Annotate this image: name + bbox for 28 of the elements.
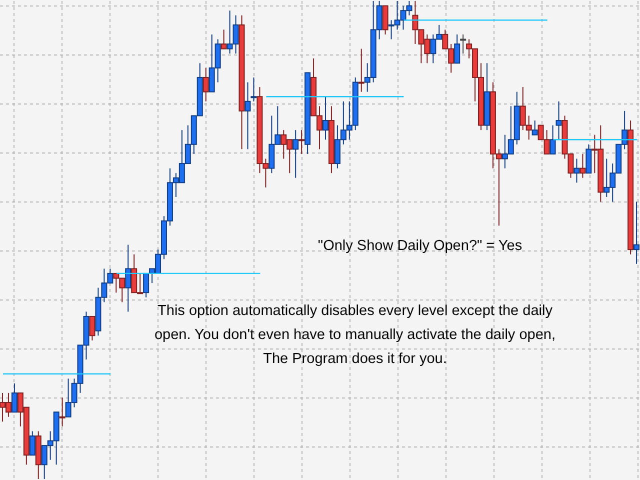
candlestick <box>532 120 538 136</box>
candlestick <box>460 34 466 54</box>
candlestick <box>220 29 227 50</box>
candlestick <box>292 130 299 178</box>
candlestick <box>586 144 592 174</box>
annotation: This option automatically disables every level except the daily <box>158 303 552 319</box>
annotation: "Only Show Daily Open?" = Yes <box>318 238 522 254</box>
candlestick <box>454 34 460 64</box>
candlestick <box>244 82 251 150</box>
candlestick <box>29 430 36 456</box>
candlestick <box>580 153 586 178</box>
candlestick <box>143 272 150 298</box>
annotation: open. You don't even have to manually activate the daily open, <box>154 327 556 343</box>
candlestick <box>358 48 364 92</box>
candlestick <box>322 96 328 140</box>
candlestick <box>382 5 388 35</box>
candlestick <box>202 67 209 102</box>
candlestick <box>298 130 305 154</box>
candlestick <box>556 100 562 140</box>
annotation: The Program does it for you. <box>263 351 447 367</box>
candlestick <box>89 316 96 341</box>
candlestick <box>550 124 556 154</box>
candlestick <box>250 76 257 102</box>
candlestick <box>634 201 640 264</box>
candlestick <box>11 382 18 413</box>
candlestick <box>125 244 132 312</box>
candlestick <box>59 397 66 427</box>
candlestick <box>574 158 580 184</box>
